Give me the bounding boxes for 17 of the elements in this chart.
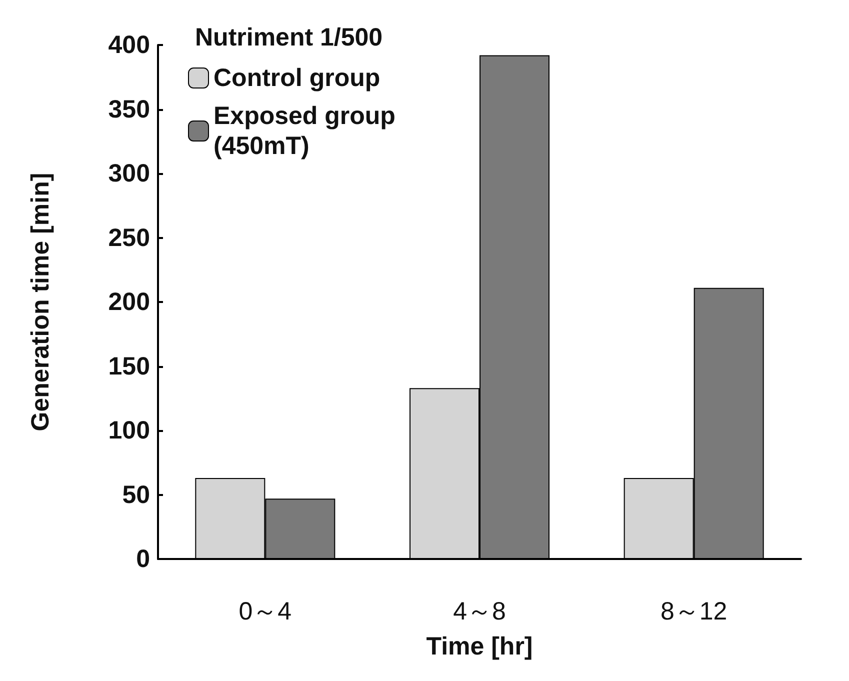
y-tick-label: 0 [136, 545, 150, 573]
y-tick-label: 400 [108, 31, 150, 59]
y-tick-label: 350 [108, 95, 150, 124]
y-tick-label: 50 [122, 480, 150, 509]
legend-label: Exposed group (450mT) [214, 102, 396, 160]
legend-title: Nutriment 1/500 [195, 24, 383, 52]
x-tick-label: 8～12 [660, 598, 728, 626]
y-axis-title: Generation time [min] [26, 172, 54, 432]
y-tick-label: 300 [108, 160, 150, 188]
y-tick-label: 200 [108, 288, 150, 316]
legend-label: Control group [214, 64, 380, 92]
y-tick-label: 250 [108, 224, 150, 252]
x-tick-label: 0～4 [238, 598, 292, 626]
y-tick-label: 100 [108, 416, 150, 444]
x-tick-label: 4～8 [453, 598, 506, 626]
x-axis-title: Time [hr] [426, 632, 533, 660]
y-tick-label: 150 [108, 352, 150, 380]
